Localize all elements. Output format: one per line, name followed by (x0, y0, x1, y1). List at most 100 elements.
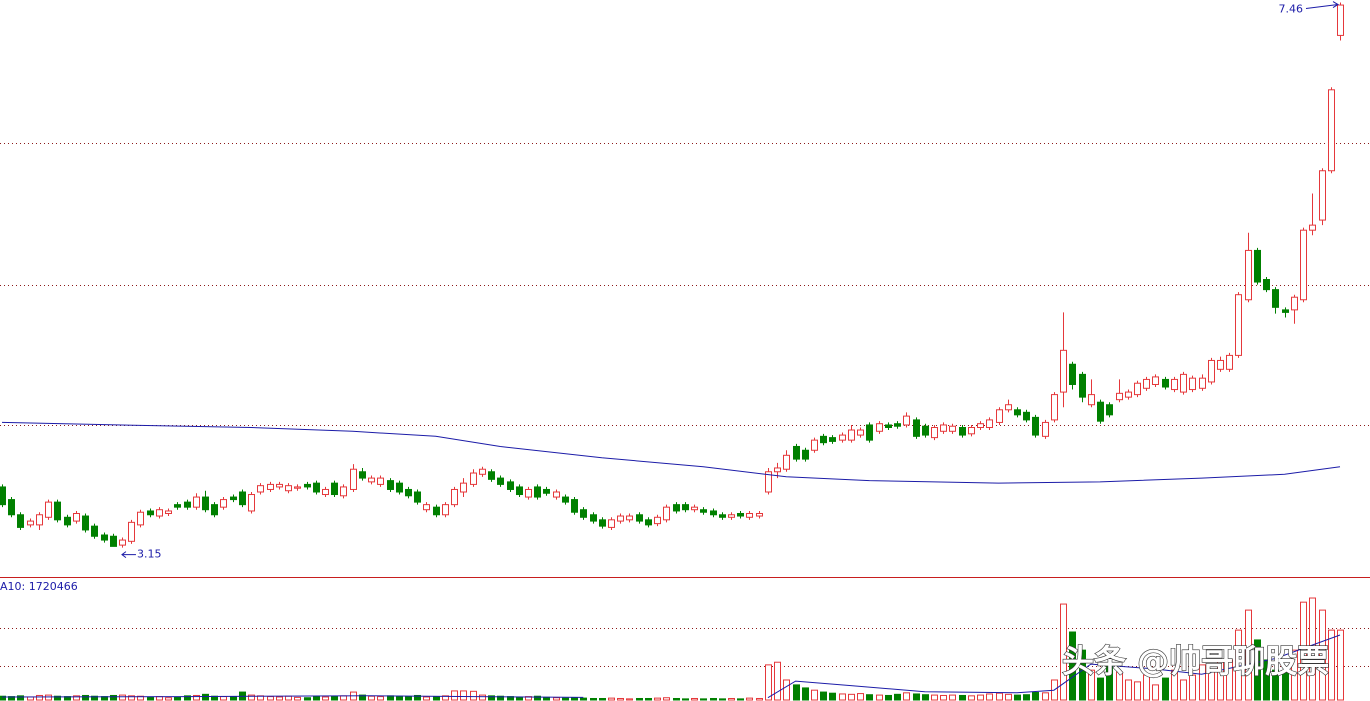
candle-body (294, 486, 301, 489)
volume-bar (774, 661, 781, 701)
volume-bar (1208, 669, 1215, 701)
candle-body (193, 496, 200, 508)
candle-body (248, 494, 255, 512)
volume-bar (488, 695, 495, 701)
volume-bar (608, 697, 615, 701)
candle-body (414, 491, 421, 503)
candle-body (829, 437, 836, 442)
volume-bar (913, 693, 920, 701)
candle-body (8, 499, 15, 516)
candle-body (387, 480, 394, 490)
candle-body (340, 486, 347, 497)
watermark: 头条 @帅哥聊股票 (1062, 642, 1329, 680)
candle-body (101, 534, 108, 541)
volume-bar (276, 696, 283, 701)
candle-body (276, 483, 283, 488)
candle-body (285, 485, 292, 492)
volume-bar (663, 697, 670, 701)
volume-bar (470, 690, 477, 701)
ma-line (1, 421, 1341, 484)
candle-body (617, 515, 624, 522)
volume-bar (1005, 693, 1012, 701)
volume-bar (645, 697, 652, 701)
volume-bar (73, 695, 80, 701)
volume-bar (673, 697, 680, 701)
candle-body (405, 488, 412, 497)
candle-body (516, 486, 523, 496)
candle-body (820, 435, 827, 444)
candle-body (1060, 349, 1067, 393)
volume-bar (1199, 664, 1206, 701)
candle-body (986, 419, 993, 428)
volume-bar (1309, 597, 1316, 701)
volume-bar (903, 692, 910, 701)
candle-body (996, 409, 1003, 423)
volume-ma-label: A10: 1720466 (0, 580, 78, 593)
volume-bar (710, 697, 717, 701)
candle-body (488, 471, 495, 480)
volume-bar (1152, 684, 1159, 701)
volume-bar (1116, 671, 1123, 701)
volume-bar (387, 695, 394, 701)
candle-body (156, 509, 163, 517)
candle-body (64, 516, 71, 526)
volume-bar (654, 697, 661, 701)
candle-body (949, 425, 956, 432)
volume-bar (91, 695, 98, 701)
candle-body (682, 504, 689, 511)
candle-body (396, 482, 403, 493)
volume-bar (746, 697, 753, 701)
volume-bar (359, 694, 366, 701)
candle-body (82, 515, 89, 531)
volume-bar (1162, 677, 1169, 701)
volume-bar (451, 690, 458, 701)
volume-bar (820, 691, 827, 701)
candle-body (211, 504, 218, 516)
volume-bar (36, 694, 43, 701)
volume-bar (996, 692, 1003, 701)
volume-bar (110, 694, 117, 701)
candle-body (599, 519, 606, 527)
volume-bar (165, 697, 172, 701)
volume-bar (737, 698, 744, 701)
volume-bar (562, 697, 569, 701)
volume-bar (202, 693, 209, 701)
volume-bar (147, 696, 154, 701)
candle-body (331, 482, 338, 496)
candle-body (119, 539, 126, 546)
volume-bar (922, 694, 929, 701)
volume-bar (267, 696, 274, 701)
candle-body (1097, 401, 1104, 422)
volume-bar (396, 695, 403, 701)
volume-bar (82, 694, 89, 701)
volume-bar (1023, 694, 1030, 701)
candle-body (451, 488, 458, 506)
candle-body (0, 486, 6, 506)
volume-bar (128, 695, 135, 701)
volume-bar (414, 694, 421, 701)
candle-body (673, 504, 680, 512)
volume-bar (1079, 649, 1086, 701)
low-arrow (121, 551, 136, 559)
volume-bar (590, 697, 597, 701)
candle-body (1254, 249, 1261, 283)
volume-bar (1254, 639, 1261, 701)
candle-body (184, 501, 191, 508)
volume-bar (1245, 609, 1252, 701)
candle-body (1199, 377, 1206, 389)
candle-body (368, 477, 375, 483)
volume-bar (285, 695, 292, 701)
low-label: 3.15 (137, 548, 162, 561)
volume-bar (1319, 609, 1326, 701)
volume-bar (765, 664, 772, 701)
volume-bar (1180, 679, 1187, 701)
candle-body (147, 510, 154, 516)
candle-body (1235, 294, 1242, 356)
candle-body (497, 477, 504, 485)
candle-body (811, 439, 818, 451)
volume-bar (460, 690, 467, 701)
volume-bar (829, 692, 836, 701)
volume-bar (636, 697, 643, 701)
candle-body (304, 483, 311, 488)
